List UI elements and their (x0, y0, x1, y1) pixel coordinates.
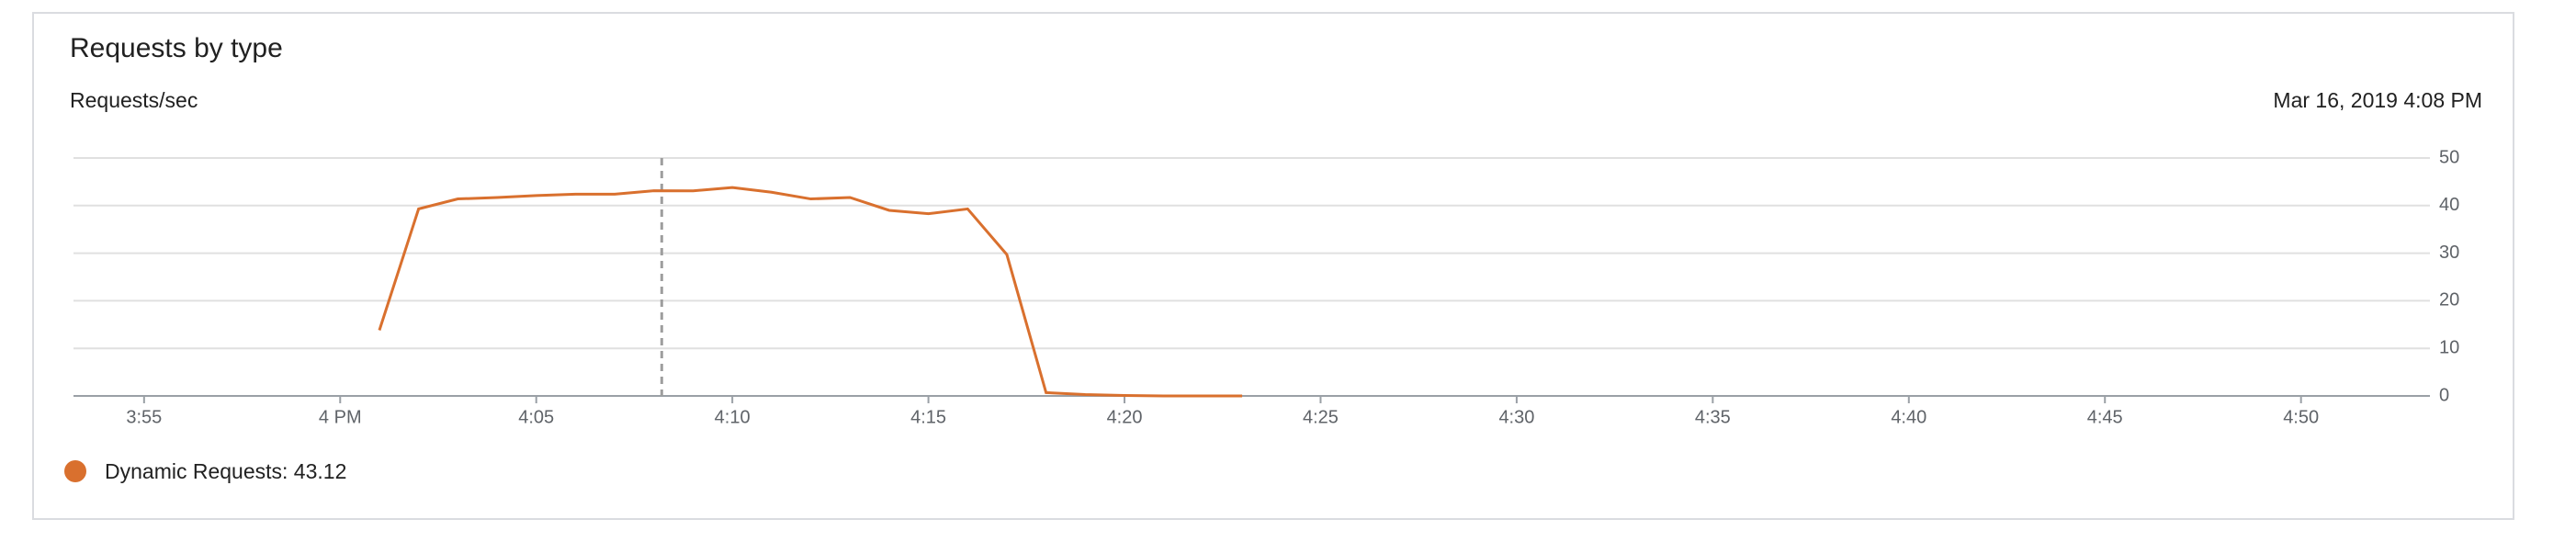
chart-title: Requests by type (70, 33, 283, 63)
y-tick-label: 40 (2439, 195, 2459, 215)
card (32, 12, 2514, 520)
series-line (378, 186, 1243, 398)
x-tick-label: 4:45 (2087, 407, 2123, 427)
cursor-label: Mar 16, 2019 4:08 PM (2273, 88, 2482, 112)
y-tick-label: 30 (2439, 243, 2459, 263)
x-tick-label: 4:50 (2283, 407, 2319, 427)
y-tick-label: 20 (2439, 290, 2459, 311)
y-tick-label: 10 (2439, 337, 2459, 357)
y-axis-label: Requests/sec (70, 88, 198, 112)
x-tick-label: 4:40 (1891, 407, 1926, 427)
y-tick-label: 0 (2439, 385, 2449, 405)
legend-label: Dynamic Requests: 43.12 (105, 459, 346, 483)
x-tick-label: 3:55 (126, 407, 162, 427)
x-tick-label: 4:35 (1695, 407, 1731, 427)
x-tick-label: 4:30 (1498, 407, 1534, 427)
x-tick-label: 4 PM (319, 407, 362, 427)
x-tick-label: 4:20 (1107, 407, 1143, 427)
x-tick-label: 4:10 (715, 407, 751, 427)
y-tick-label: 50 (2439, 147, 2459, 167)
legend-swatch (64, 460, 86, 482)
x-tick-label: 4:15 (910, 407, 946, 427)
x-tick-label: 4:05 (518, 407, 554, 427)
x-tick-label: 4:25 (1303, 407, 1339, 427)
